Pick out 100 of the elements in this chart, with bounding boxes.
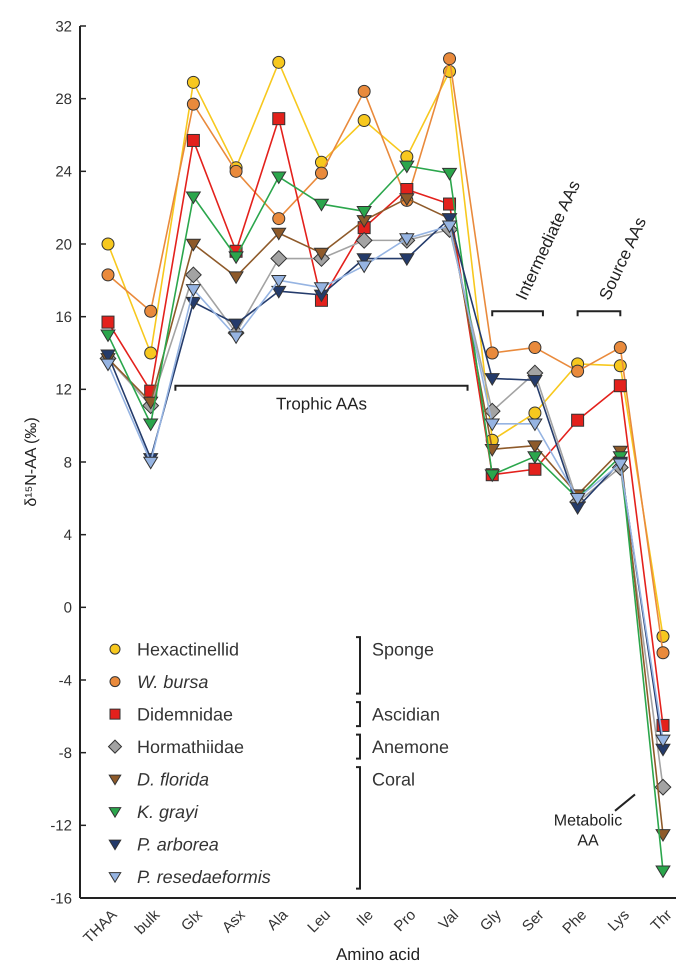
legend-label: D. florida [137,769,210,790]
point [100,358,116,371]
point [186,238,201,252]
point [143,418,158,431]
y-axis-title: δ¹⁵N-AA (‰) [23,417,40,507]
point [656,865,670,878]
point [102,268,114,282]
x-tick-label: Thr [648,906,676,934]
point [186,98,200,111]
legend-label: P. arborea [137,834,219,854]
point [228,251,244,264]
point [656,646,670,660]
y-tick-label: 20 [55,236,72,254]
x-tick-label: Pro [390,906,420,936]
x-tick-label: Asx [218,906,249,936]
legend-label: Hexactinellid [137,639,240,660]
x-tick-label: Val [436,906,462,934]
point [314,248,329,260]
point [186,76,200,89]
y-tick-label: -4 [58,672,72,690]
y-tick-label: 24 [55,164,72,181]
point [356,232,372,249]
point [571,414,584,427]
point [528,341,542,354]
legend-label: W. bursa [137,672,208,692]
x-tick-label: Ile [353,906,377,930]
legend-label: P. resedaeformis [137,866,271,887]
annotation: Sponge [372,639,434,660]
point [102,238,114,250]
y-tick-label: 28 [55,90,72,108]
point [230,164,243,178]
point [272,112,286,126]
point [656,734,670,748]
point [100,330,116,342]
point [144,346,158,360]
x-tick-label: Ser [518,906,548,936]
point [270,250,288,267]
point [528,451,542,464]
point [399,160,414,173]
point [358,84,371,98]
point [528,406,542,420]
x-tick-label: bulk [132,906,164,938]
point [228,331,244,344]
point [314,282,329,295]
point [528,462,542,476]
point [570,502,586,515]
legend-label: Didemnidae [137,704,234,724]
legend-label: Hormathiidae [137,736,244,757]
y-tick-label: 8 [64,454,72,472]
point [228,318,244,332]
point [271,275,286,288]
point [356,260,372,273]
point [486,346,499,360]
point [399,233,414,246]
y-tick-label: 4 [64,526,72,544]
y-tick-label: 16 [55,308,72,326]
point [399,253,414,266]
point [102,316,114,329]
point [272,56,286,69]
x-tick-label: Glx [178,906,206,934]
legend-label: K. grayi [137,802,200,822]
point [271,286,286,298]
point [528,418,542,431]
point [186,284,201,297]
y-tick-label: 12 [55,382,72,399]
point [484,418,500,431]
point [442,168,457,180]
point [186,191,201,204]
point [528,374,542,388]
x-tick-label: Leu [304,906,334,936]
point [186,134,200,147]
point [358,114,371,127]
y-tick-label: 32 [55,18,72,36]
point [185,266,202,284]
annotation: Metabolic AA [554,812,622,850]
point [314,198,329,212]
point [656,744,670,756]
point [271,171,286,184]
annotation: Coral [372,769,416,790]
x-axis-title: Amino acid [336,945,420,964]
point [654,778,672,796]
point [143,456,158,470]
x-tick-label: Ala [264,906,292,934]
x-tick-label: Phe [559,906,590,938]
point [356,215,372,228]
annotation: Ascidian [372,704,440,724]
point [228,271,244,284]
y-tick-label: -16 [50,890,72,908]
y-tick-label: -12 [50,818,72,835]
point [614,341,627,354]
x-tick-label: Gly [476,906,506,934]
point [272,212,286,226]
point [356,206,372,218]
point [271,228,286,240]
x-tick-label: Lys [604,906,633,935]
y-tick-label: -8 [58,744,72,762]
point [528,440,542,453]
point [571,364,584,378]
point [443,52,456,66]
y-tick-label: 0 [64,600,72,617]
